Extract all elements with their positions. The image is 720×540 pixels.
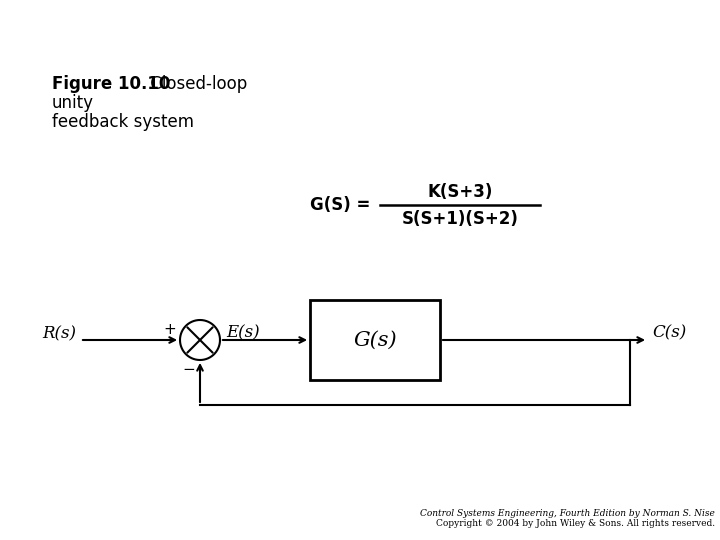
Text: −: − [182,362,194,377]
Text: G(s): G(s) [354,330,397,349]
Text: Closed-loop: Closed-loop [145,75,247,93]
Text: K(S+3): K(S+3) [427,183,492,201]
Text: unity: unity [52,94,94,112]
Text: R(s): R(s) [42,326,76,342]
Text: Copyright © 2004 by John Wiley & Sons. All rights reserved.: Copyright © 2004 by John Wiley & Sons. A… [436,519,715,528]
Text: S(S+1)(S+2): S(S+1)(S+2) [402,210,518,228]
Bar [310,300,440,380]
Text: C(s): C(s) [652,325,686,341]
Text: E(s): E(s) [226,325,260,341]
Text: G(S) =: G(S) = [310,196,370,214]
Text: feedback system: feedback system [52,113,194,131]
Text: +: + [163,322,176,337]
Text: Figure 10.10: Figure 10.10 [52,75,171,93]
Text: Control Systems Engineering, Fourth Edition by Norman S. Nise: Control Systems Engineering, Fourth Edit… [420,509,715,518]
